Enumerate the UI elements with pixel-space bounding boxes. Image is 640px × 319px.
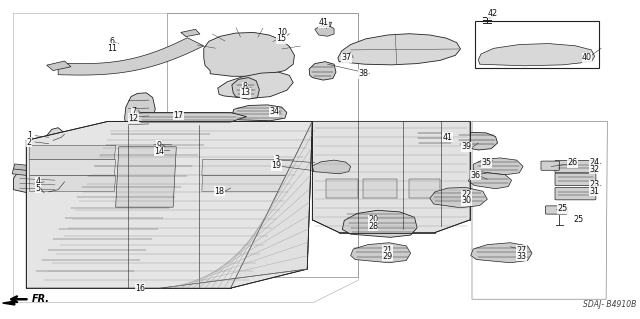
Text: 42: 42 <box>488 9 497 18</box>
Text: 19: 19 <box>271 161 282 170</box>
Text: 39: 39 <box>462 142 472 151</box>
FancyBboxPatch shape <box>541 161 559 170</box>
Text: 11: 11 <box>108 44 118 53</box>
Polygon shape <box>36 128 72 197</box>
Ellipse shape <box>511 47 538 62</box>
Polygon shape <box>161 122 312 288</box>
Bar <box>474 21 599 68</box>
Polygon shape <box>116 147 176 207</box>
FancyBboxPatch shape <box>555 160 596 173</box>
Text: 29: 29 <box>382 252 392 261</box>
Polygon shape <box>413 129 456 147</box>
Text: 33: 33 <box>517 252 527 261</box>
Polygon shape <box>13 171 61 196</box>
Polygon shape <box>47 61 71 70</box>
Text: 26: 26 <box>568 158 578 167</box>
Polygon shape <box>58 38 204 75</box>
Polygon shape <box>202 175 306 191</box>
Polygon shape <box>321 22 332 27</box>
Text: 25: 25 <box>573 215 584 224</box>
Polygon shape <box>34 197 53 202</box>
Polygon shape <box>342 210 417 237</box>
Text: 28: 28 <box>368 222 378 231</box>
Text: 7: 7 <box>131 108 136 116</box>
Text: 9: 9 <box>157 141 162 150</box>
Text: 18: 18 <box>214 187 224 196</box>
Text: 15: 15 <box>276 34 287 43</box>
Text: 4: 4 <box>35 177 40 186</box>
Polygon shape <box>204 33 294 76</box>
Polygon shape <box>149 137 174 155</box>
Ellipse shape <box>403 40 429 58</box>
Polygon shape <box>3 301 15 305</box>
Text: 22: 22 <box>461 190 472 199</box>
Text: 41: 41 <box>443 133 452 142</box>
Text: 38: 38 <box>358 69 369 78</box>
Text: 8: 8 <box>243 82 248 91</box>
Text: 32: 32 <box>589 165 600 174</box>
Ellipse shape <box>362 41 390 59</box>
Polygon shape <box>312 122 470 233</box>
Text: 21: 21 <box>382 246 392 255</box>
Polygon shape <box>430 188 487 208</box>
FancyBboxPatch shape <box>555 173 596 186</box>
Text: 25: 25 <box>557 204 568 213</box>
Text: 13: 13 <box>240 88 250 97</box>
Text: 34: 34 <box>269 108 279 116</box>
Polygon shape <box>29 160 116 175</box>
Text: 1: 1 <box>27 131 32 140</box>
Polygon shape <box>29 145 116 160</box>
Polygon shape <box>468 173 511 189</box>
Text: FR.: FR. <box>31 294 49 304</box>
Polygon shape <box>129 113 246 122</box>
Polygon shape <box>470 243 532 263</box>
Text: 10: 10 <box>276 28 287 37</box>
Polygon shape <box>232 78 259 99</box>
Text: 24: 24 <box>589 158 600 167</box>
Text: 27: 27 <box>516 246 527 255</box>
Polygon shape <box>312 160 351 174</box>
Polygon shape <box>12 168 29 175</box>
Polygon shape <box>456 132 497 150</box>
Text: 14: 14 <box>154 147 164 156</box>
Text: 6: 6 <box>110 38 115 47</box>
Text: 36: 36 <box>471 171 481 180</box>
Polygon shape <box>180 29 200 37</box>
Polygon shape <box>202 160 306 175</box>
Text: 30: 30 <box>462 196 472 205</box>
Polygon shape <box>309 62 336 80</box>
Text: 35: 35 <box>481 158 491 167</box>
Text: 23: 23 <box>589 181 600 189</box>
FancyBboxPatch shape <box>555 188 596 200</box>
Text: 5: 5 <box>35 184 40 193</box>
Polygon shape <box>125 93 156 134</box>
Polygon shape <box>26 122 312 288</box>
Polygon shape <box>13 164 33 171</box>
Text: 17: 17 <box>173 111 183 120</box>
Ellipse shape <box>550 48 569 60</box>
Text: 20: 20 <box>368 215 378 224</box>
Text: 31: 31 <box>589 187 600 196</box>
Polygon shape <box>218 72 293 99</box>
Text: 16: 16 <box>135 284 145 293</box>
Text: SDAJ- B4910B: SDAJ- B4910B <box>583 300 636 309</box>
Polygon shape <box>473 158 523 175</box>
Text: 12: 12 <box>129 114 139 123</box>
Polygon shape <box>326 179 358 197</box>
Polygon shape <box>29 175 116 191</box>
Text: 2: 2 <box>27 137 32 146</box>
Polygon shape <box>39 193 55 197</box>
FancyBboxPatch shape <box>545 206 567 214</box>
Polygon shape <box>364 179 397 197</box>
Text: 37: 37 <box>342 53 352 62</box>
Polygon shape <box>410 179 440 197</box>
Text: 3: 3 <box>274 155 279 164</box>
Text: 40: 40 <box>582 53 592 62</box>
Polygon shape <box>478 44 595 66</box>
Polygon shape <box>232 105 287 121</box>
Text: 41: 41 <box>318 19 328 27</box>
Polygon shape <box>315 26 334 36</box>
Polygon shape <box>351 243 411 263</box>
Polygon shape <box>338 34 461 65</box>
